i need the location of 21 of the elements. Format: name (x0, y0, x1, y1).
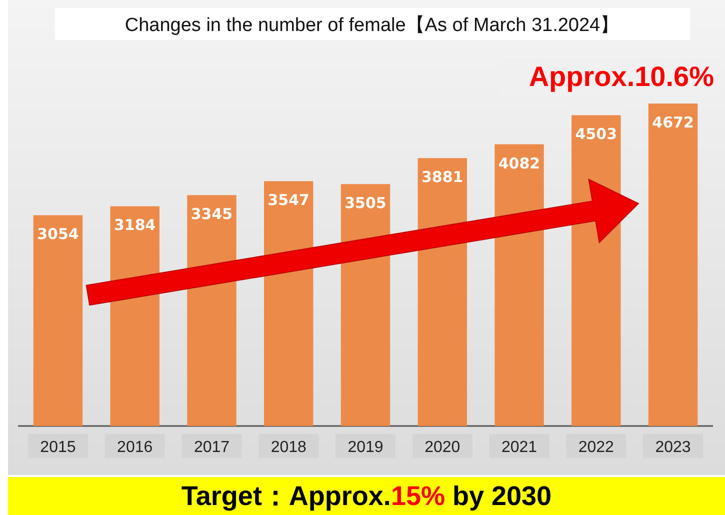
data-label: 3505 (344, 194, 386, 212)
data-label: 4672 (652, 114, 694, 132)
x-tick-label: 2021 (501, 439, 538, 456)
text: Target：Approx.15% by 2030 (181, 481, 552, 511)
data-label: 3345 (190, 205, 233, 224)
x-tick-label: 2019 (348, 439, 384, 456)
data-label: 3184 (114, 216, 156, 234)
x-tick-label: 2015 (40, 439, 76, 456)
data-label: 3547 (268, 191, 310, 210)
x-tick-label: 2018 (270, 439, 307, 456)
data-label: 3054 (37, 225, 79, 244)
chart-title: Changes in the number of female【As of March 31.2024】 (124, 15, 620, 36)
data-label: 3881 (422, 168, 464, 186)
x-tick-label: 2016 (117, 439, 153, 456)
data-label: 4082 (498, 154, 540, 172)
x-tick-label: 2017 (194, 439, 230, 456)
x-tick-label: 2022 (578, 439, 614, 456)
x-tick-label: 2020 (424, 439, 460, 456)
data-label: 4503 (575, 125, 618, 144)
text: Approx.10.6% (528, 61, 714, 92)
x-tick-label: 2023 (655, 439, 691, 456)
